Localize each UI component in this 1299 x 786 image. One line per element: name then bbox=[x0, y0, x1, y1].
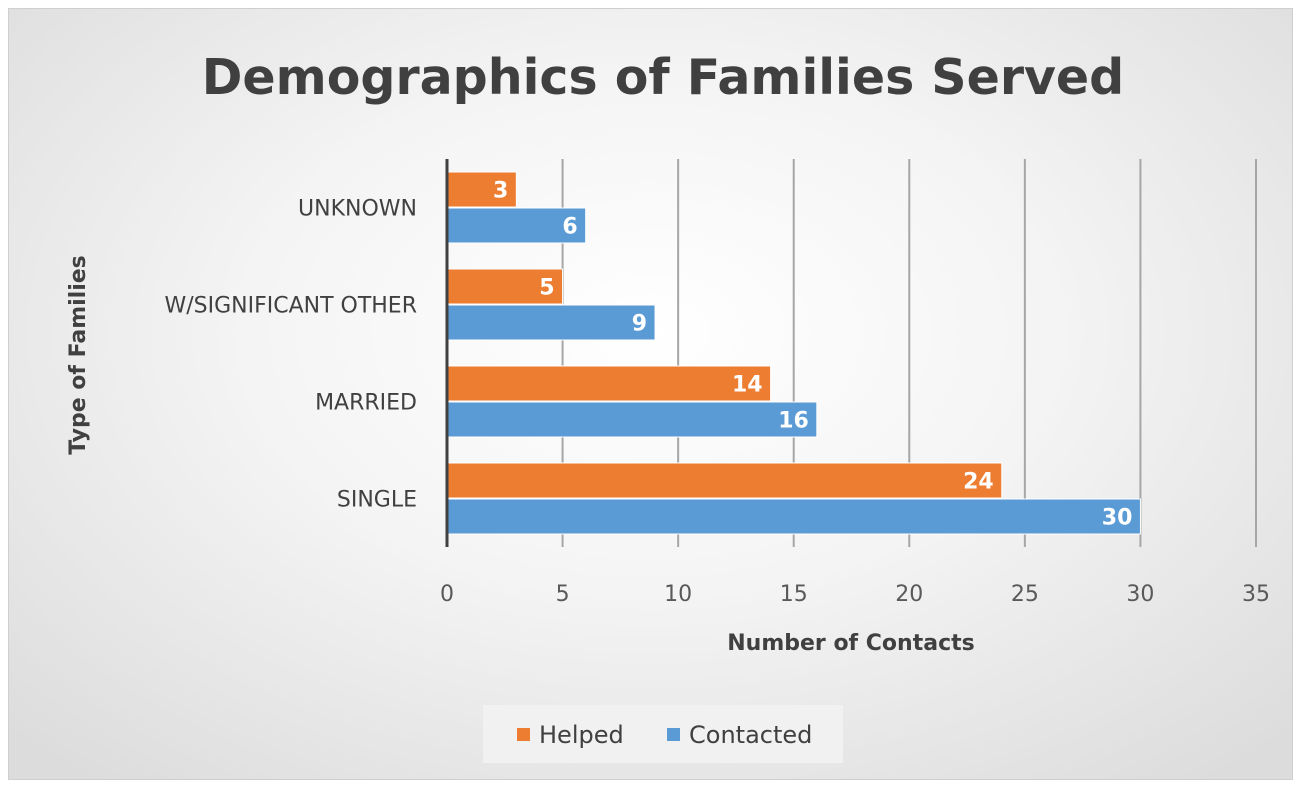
x-tick-label: 0 bbox=[440, 582, 454, 607]
category-label: W/SIGNIFICANT OTHER bbox=[164, 294, 417, 319]
bar bbox=[447, 207, 587, 244]
y-axis-title: Type of Families bbox=[66, 255, 91, 455]
legend-label: Contacted bbox=[689, 721, 812, 749]
x-tick-label: 5 bbox=[556, 582, 570, 607]
chart-svg: Demographics of Families Served 3 6 5 9 14 16… bbox=[66, 49, 1270, 763]
bar bbox=[447, 462, 1003, 499]
chart-title: Demographics of Families Served bbox=[202, 49, 1125, 106]
data-label: 9 bbox=[632, 312, 647, 337]
x-tick-label: 30 bbox=[1126, 582, 1154, 607]
category-label: UNKNOWN bbox=[298, 197, 417, 222]
bar bbox=[447, 365, 772, 402]
x-tick-label: 20 bbox=[895, 582, 923, 607]
data-label: 16 bbox=[778, 409, 809, 434]
category-label: SINGLE bbox=[337, 488, 417, 513]
bars: 3 6 5 9 14 16 24 30 bbox=[447, 171, 1141, 535]
legend-label: Helped bbox=[539, 721, 624, 749]
data-label: 14 bbox=[732, 373, 763, 398]
bar bbox=[447, 304, 656, 341]
gridlines bbox=[561, 159, 1257, 547]
data-label: 30 bbox=[1102, 506, 1133, 531]
data-label: 3 bbox=[493, 179, 508, 204]
data-label: 5 bbox=[539, 276, 554, 301]
x-tick-label: 25 bbox=[1011, 582, 1039, 607]
x-tick-labels: 0 5 10 15 20 25 30 35 bbox=[440, 582, 1270, 607]
legend-box bbox=[483, 705, 843, 763]
data-label: 24 bbox=[963, 470, 994, 495]
legend: Helped Contacted bbox=[483, 705, 843, 763]
legend-items: Helped Contacted bbox=[517, 721, 812, 749]
x-axis-title: Number of Contacts bbox=[727, 631, 974, 656]
bar bbox=[447, 268, 564, 305]
chart-area: Demographics of Families Served 3 6 5 9 14 16… bbox=[8, 8, 1293, 780]
x-tick-label: 10 bbox=[664, 582, 692, 607]
bar bbox=[447, 498, 1141, 535]
category-label: MARRIED bbox=[315, 391, 417, 416]
legend-swatch bbox=[517, 728, 530, 741]
data-label: 6 bbox=[562, 215, 577, 240]
x-tick-label: 35 bbox=[1242, 582, 1270, 607]
bar bbox=[447, 401, 818, 438]
x-tick-label: 15 bbox=[780, 582, 808, 607]
legend-swatch bbox=[667, 728, 680, 741]
category-labels: UNKNOWN W/SIGNIFICANT OTHER MARRIED SINGLE bbox=[164, 197, 417, 513]
